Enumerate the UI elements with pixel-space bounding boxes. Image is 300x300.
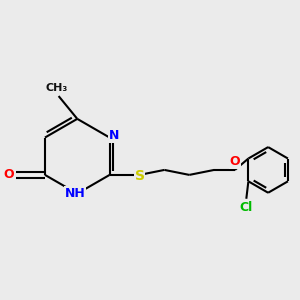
Text: NH: NH — [65, 187, 85, 200]
Text: CH₃: CH₃ — [45, 83, 68, 93]
Text: N: N — [109, 129, 119, 142]
Text: O: O — [3, 168, 14, 182]
Text: Cl: Cl — [240, 201, 253, 214]
Text: S: S — [134, 169, 145, 183]
Text: O: O — [230, 155, 240, 168]
